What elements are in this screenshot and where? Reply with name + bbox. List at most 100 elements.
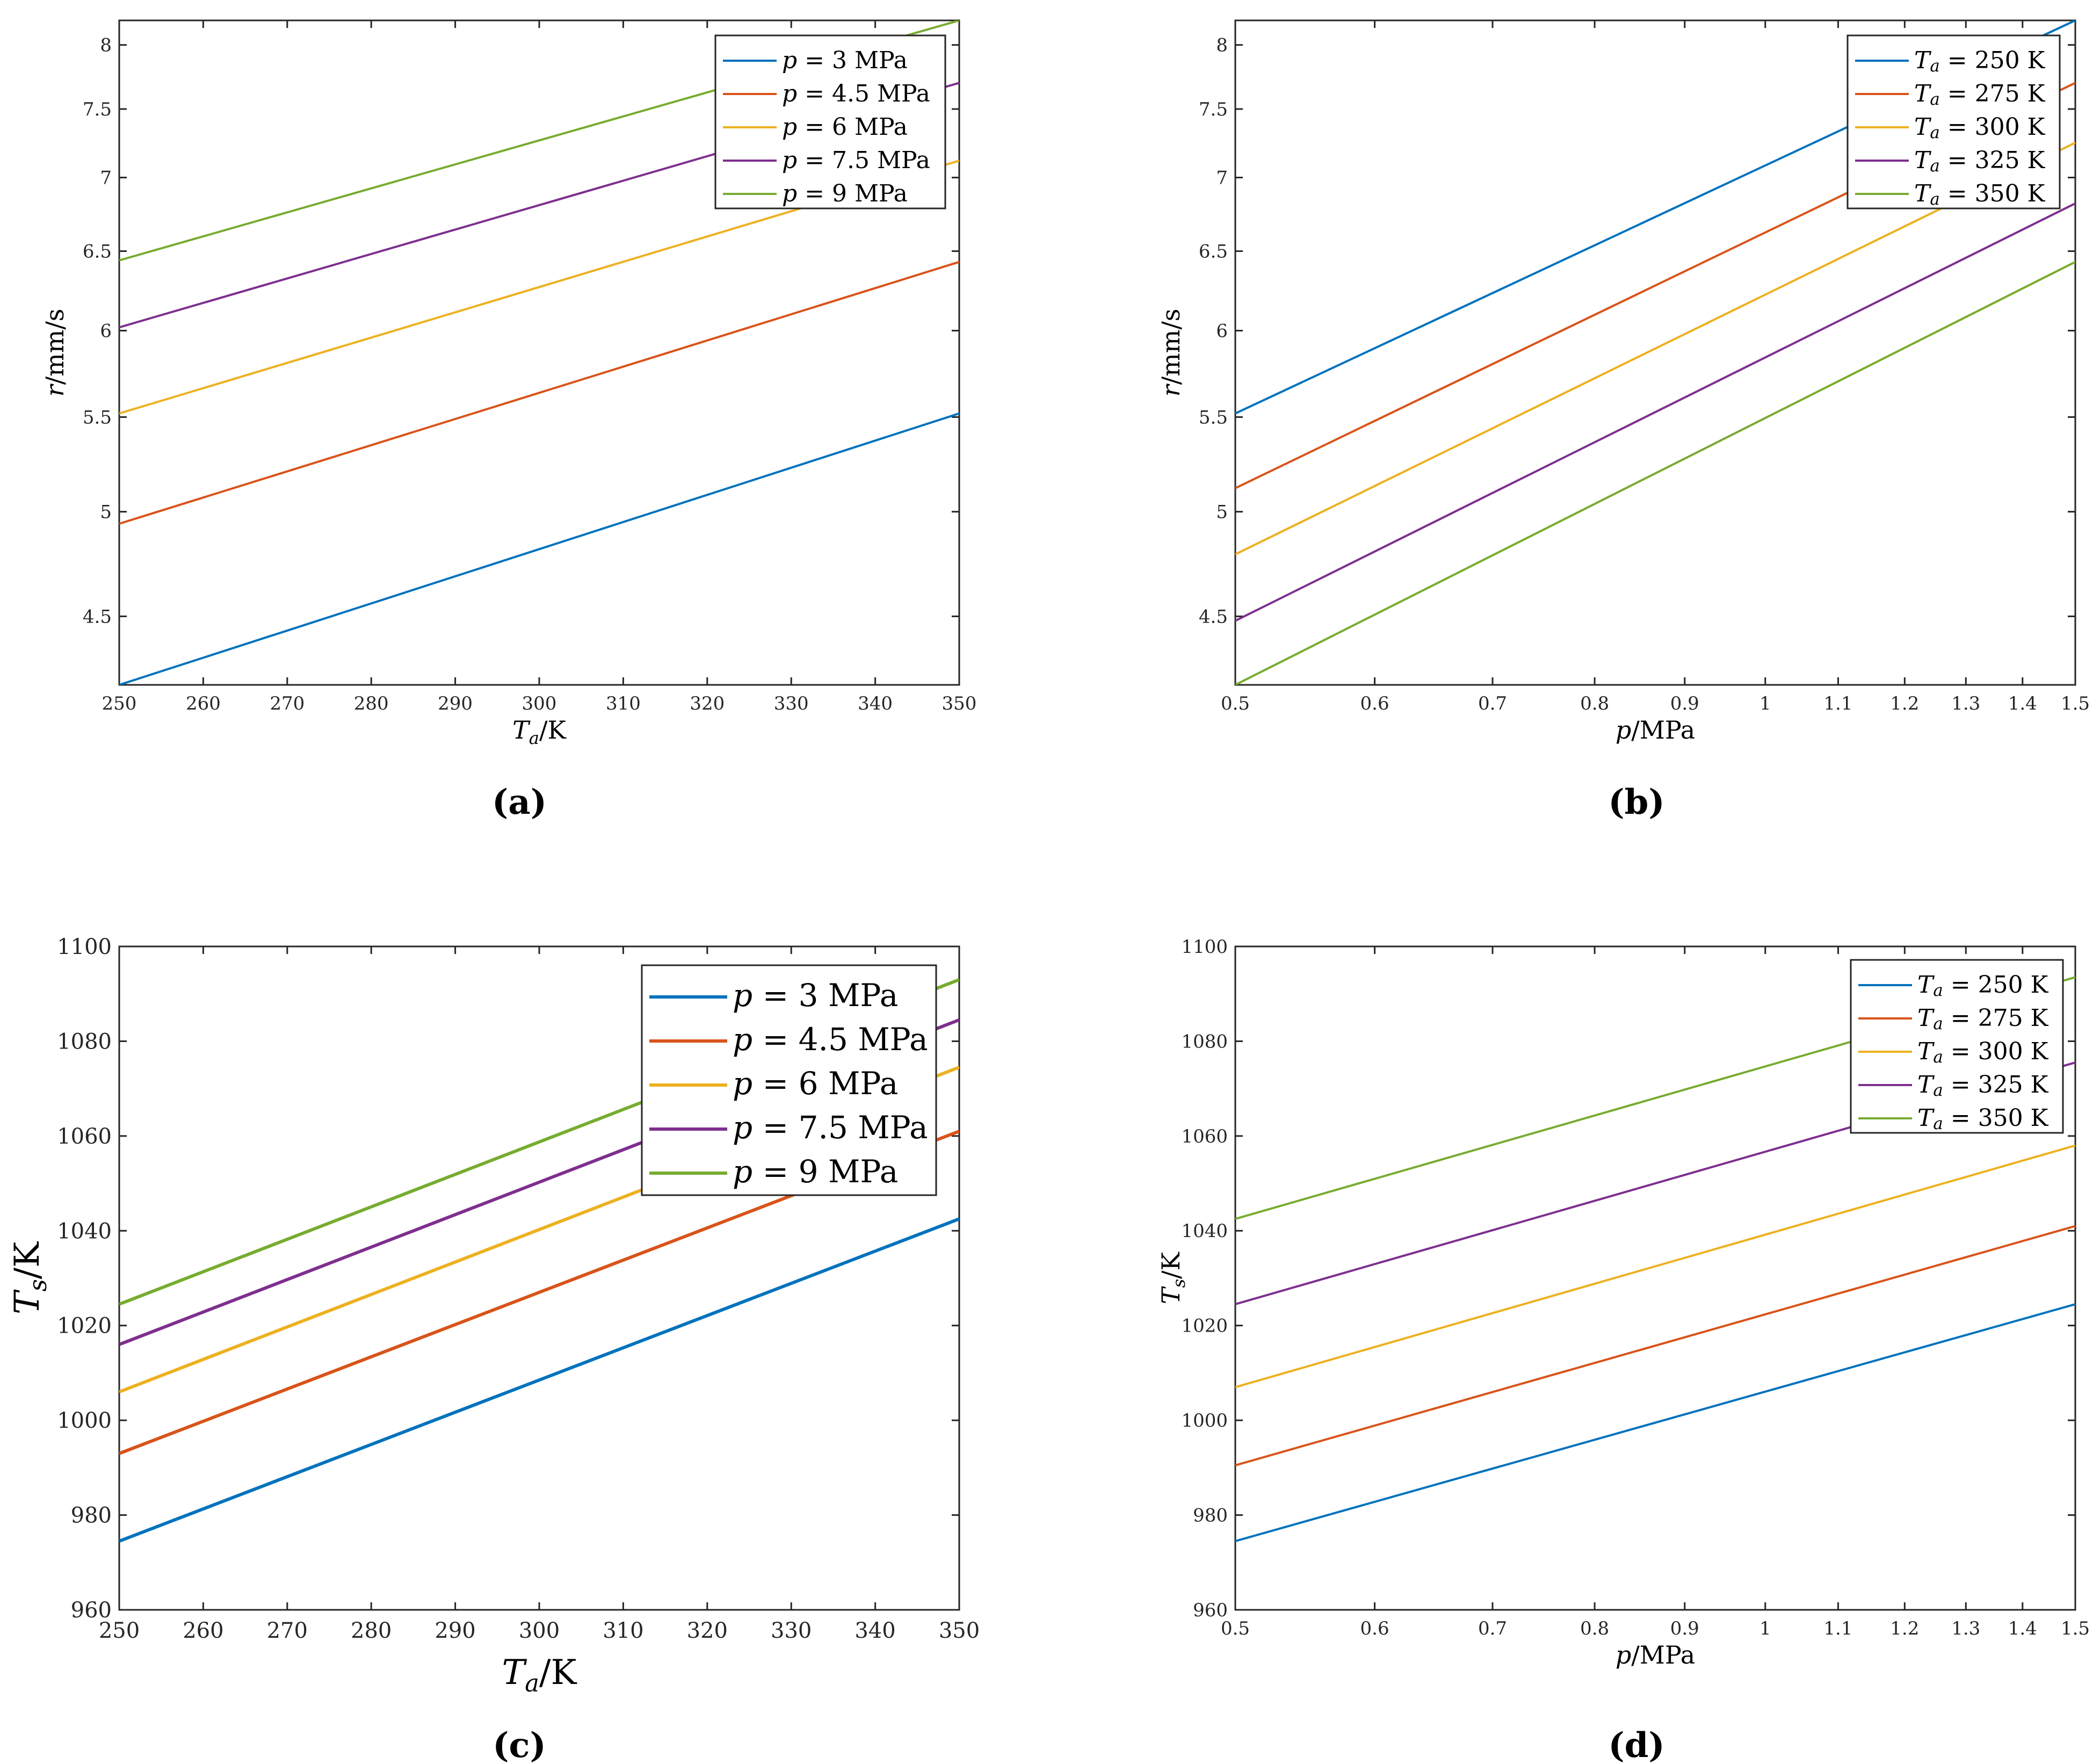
x-tick-label: 250 bbox=[102, 693, 137, 714]
x-tick-label: 350 bbox=[942, 693, 977, 714]
x-tick-label: 280 bbox=[354, 693, 389, 714]
x-tick-label: 0.5 bbox=[1221, 1618, 1250, 1639]
x-tick-label: 280 bbox=[351, 1618, 392, 1643]
x-tick-label: 0.7 bbox=[1478, 693, 1507, 714]
x-tick-label: 1.1 bbox=[1823, 1618, 1852, 1639]
y-tick-label: 960 bbox=[71, 1598, 112, 1623]
legend-label: Ta = 300 K bbox=[1914, 113, 2046, 142]
y-axis-label: Ts/K bbox=[1156, 1251, 1189, 1304]
legend-label: Ta = 325 K bbox=[1917, 1071, 2049, 1100]
x-tick-label: 1.2 bbox=[1890, 693, 1919, 714]
y-axis-label: Ts/K bbox=[8, 1241, 52, 1314]
x-tick-label: 0.6 bbox=[1360, 693, 1389, 714]
legend-label: p = 6 MPa bbox=[782, 113, 908, 141]
legend-label: p = 6 MPa bbox=[733, 1065, 898, 1102]
y-tick-label: 1060 bbox=[1181, 1126, 1228, 1147]
y-tick-label: 1100 bbox=[1181, 936, 1228, 958]
x-axis-label: p/MPa bbox=[1616, 715, 1695, 744]
x-tick-label: 0.9 bbox=[1670, 1618, 1699, 1639]
legend-label: p = 9 MPa bbox=[782, 180, 908, 207]
x-tick-label: 1.3 bbox=[1951, 1618, 1980, 1639]
y-tick-label: 1060 bbox=[57, 1124, 112, 1149]
legend: Ta = 250 K Ta = 275 K Ta = 300 K Ta = 325 K… bbox=[1846, 34, 2061, 209]
x-tick-label: 260 bbox=[183, 1618, 223, 1643]
x-tick-label: 330 bbox=[771, 1618, 812, 1643]
x-tick-label: 290 bbox=[438, 693, 473, 714]
y-tick-label: 1080 bbox=[1181, 1031, 1228, 1052]
x-tick-label: 310 bbox=[606, 693, 641, 714]
x-tick-label: 250 bbox=[99, 1618, 140, 1643]
x-tick-label: 1.2 bbox=[1890, 1618, 1919, 1639]
x-tick-label: 1.5 bbox=[2061, 693, 2090, 714]
series-group bbox=[1235, 976, 2075, 1543]
x-tick-label: 1.3 bbox=[1951, 693, 1980, 714]
y-tick-label: 1080 bbox=[57, 1029, 112, 1054]
series-line bbox=[1235, 1144, 2075, 1389]
x-tick-label: 310 bbox=[603, 1618, 643, 1643]
y-tick-label: 7 bbox=[1216, 167, 1228, 189]
legend: Ta = 250 K Ta = 275 K Ta = 300 K Ta = 325 K… bbox=[1850, 959, 2064, 1134]
x-tick-label: 350 bbox=[939, 1618, 980, 1643]
x-tick-label: 0.5 bbox=[1221, 693, 1250, 714]
y-axis-label: r/mm/s bbox=[40, 309, 69, 397]
y-tick-label: 5.5 bbox=[83, 407, 112, 428]
legend-label: p = 7.5 MPa bbox=[782, 147, 930, 174]
series-line bbox=[1235, 1225, 2075, 1466]
y-tick-label: 1000 bbox=[57, 1408, 112, 1433]
series-line bbox=[119, 412, 959, 685]
x-tick-label: 1 bbox=[1759, 693, 1771, 714]
legend-label: Ta = 350 K bbox=[1914, 180, 2046, 209]
panel-caption: (c) bbox=[493, 1725, 546, 1764]
panel-caption: (a) bbox=[492, 782, 547, 822]
chart-panel-b: 0.5 0.6 0.7 0.8 0.9 1 1.1 1.2 1.3 1.4 1.5 4.5 5 5.5 6 6… bbox=[1199, 19, 2090, 822]
y-tick-label: 1020 bbox=[57, 1314, 112, 1339]
legend-label: p = 9 MPa bbox=[733, 1153, 898, 1190]
y-tick-label: 7 bbox=[100, 167, 112, 189]
legend-label: Ta = 325 K bbox=[1914, 147, 2046, 176]
x-tick-label: 340 bbox=[855, 1618, 895, 1643]
series-line bbox=[119, 1217, 959, 1543]
y-tick-label: 4.5 bbox=[83, 606, 112, 627]
legend-label: Ta = 250 K bbox=[1917, 971, 2049, 1000]
legend: p = 3 MPa p = 4.5 MPa p = 6 MPa p = 7.5 MPa… bbox=[714, 34, 946, 209]
x-tick-label: 320 bbox=[687, 1618, 728, 1643]
series-group bbox=[1235, 20, 2075, 685]
x-tick-label: 1.4 bbox=[2008, 1618, 2037, 1639]
x-tick-label: 0.8 bbox=[1580, 1618, 1609, 1639]
x-tick-label: 290 bbox=[435, 1618, 475, 1643]
y-tick-label: 1040 bbox=[57, 1219, 112, 1244]
y-tick-label: 1020 bbox=[1181, 1315, 1228, 1337]
x-axis-label: Ta/K bbox=[502, 1653, 577, 1697]
x-tick-label: 300 bbox=[519, 1618, 560, 1643]
y-tick-label: 5.5 bbox=[1199, 407, 1228, 428]
y-tick-label: 1100 bbox=[57, 935, 112, 959]
x-tick-label: 330 bbox=[774, 693, 809, 714]
legend-box bbox=[1846, 34, 2061, 209]
series-line bbox=[1235, 202, 2075, 622]
legend-label: Ta = 350 K bbox=[1917, 1104, 2049, 1133]
y-tick-label: 6 bbox=[1216, 320, 1228, 342]
y-tick-label: 1000 bbox=[1181, 1410, 1228, 1432]
y-tick-label: 980 bbox=[1193, 1505, 1228, 1526]
legend-label: p = 3 MPa bbox=[733, 977, 898, 1014]
chart-panel-a: 250 260 270 280 290 300 310 320 330 340 350 4.5 5 5.5… bbox=[83, 19, 977, 822]
x-tick-label: 0.8 bbox=[1580, 693, 1609, 714]
x-tick-label: 1 bbox=[1759, 1618, 1771, 1639]
x-tick-label: 320 bbox=[690, 693, 725, 714]
series-line bbox=[1235, 141, 2075, 555]
series-line bbox=[119, 261, 959, 525]
x-tick-label: 300 bbox=[522, 693, 557, 714]
y-tick-label: 5 bbox=[1216, 502, 1228, 523]
x-axis-label: p/MPa bbox=[1616, 1640, 1695, 1669]
y-tick-label: 6 bbox=[100, 320, 112, 342]
series-line bbox=[1235, 1303, 2075, 1543]
legend-label: Ta = 275 K bbox=[1917, 1004, 2049, 1033]
panel-caption: (b) bbox=[1608, 782, 1664, 822]
x-tick-label: 1.4 bbox=[2008, 693, 2037, 714]
y-tick-label: 8 bbox=[1216, 35, 1228, 56]
y-tick-label: 4.5 bbox=[1199, 606, 1228, 627]
y-tick-label: 6.5 bbox=[1199, 241, 1228, 262]
legend-box bbox=[714, 34, 946, 209]
chart-panel-c: 250 260 270 280 290 300 310 320 330 340 350 960 980 1… bbox=[57, 935, 980, 1764]
